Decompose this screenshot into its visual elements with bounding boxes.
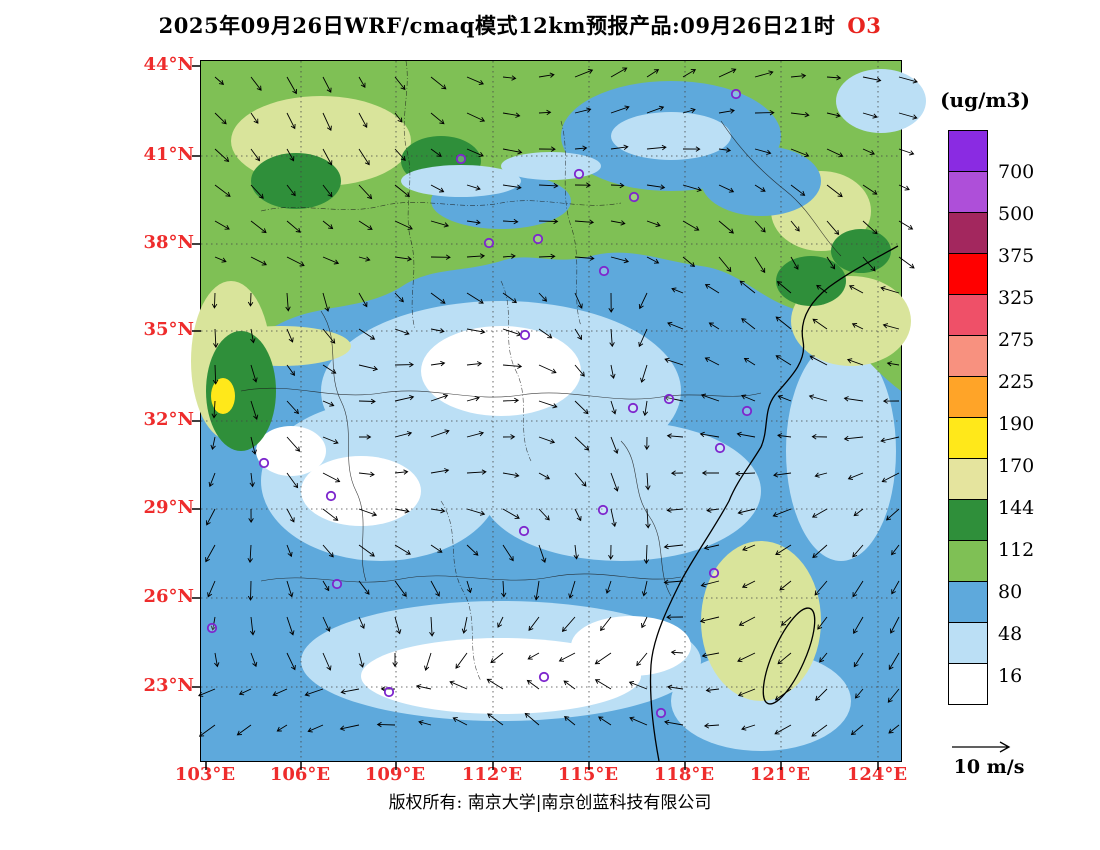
lon-label-106e: 106°E [269,764,331,785]
lat-label-41n: 41°N [143,144,194,165]
city-marker [708,567,720,579]
colorbar-segment [948,581,988,623]
lat-label-29n: 29°N [143,497,194,518]
lon-label-103e: 103°E [174,764,236,785]
lon-label-109e: 109°E [364,764,426,785]
city-marker [538,671,550,683]
concentration-map [191,60,926,770]
colorbar-segment [948,335,988,377]
colorbar-tick-label: 16 [998,665,1023,687]
taiwan-island [762,607,816,705]
colorbar-tick-label: 325 [998,287,1035,309]
colorbar-segment [948,499,988,541]
colorbar-segment [948,458,988,500]
coastline [649,245,899,762]
wind-reference-label: 10 m/s [953,756,1025,778]
city-marker [483,237,495,249]
colorbar-tick-label: 144 [998,497,1035,519]
lat-label-35n: 35°N [143,319,194,340]
city-marker [519,329,531,341]
colorbar-tick-label: 500 [998,203,1035,225]
lon-label-118e: 118°E [653,764,715,785]
city-marker [325,490,337,502]
colorbar-segment [948,294,988,336]
colorbar-tick-label: 225 [998,371,1035,393]
lon-label-124e: 124°E [846,764,908,785]
colorbar-tick-label: 375 [998,245,1035,267]
province-borders [240,60,842,682]
lat-label-23n: 23°N [143,675,194,696]
copyright-text: 版权所有: 南京大学|南京创蓝科技有限公司 [388,793,712,813]
lon-label-115e: 115°E [557,764,619,785]
city-markers [206,88,753,719]
city-marker [628,191,640,203]
colorbar-tick-label: 112 [998,539,1035,561]
colorbar-tick-label: 275 [998,329,1035,351]
page-title: 2025年09月26日WRF/cmaq模式12km预报产品:09月26日21时 O… [90,10,950,40]
colorbar-labels: 700 500 375 325 275 225 190 170 144 112 80 48 16 [998,130,1068,718]
title-text: 2025年09月26日WRF/cmaq模式12km预报产品:09月26日21时 [158,13,836,38]
colorbar-segment [948,212,988,254]
lon-label-121e: 121°E [749,764,811,785]
city-marker [655,707,667,719]
colorbar-tick-label: 80 [998,581,1023,603]
city-marker [573,168,585,180]
city-marker [663,393,675,405]
lat-label-32n: 32°N [143,409,194,430]
city-marker [383,686,395,698]
colorbar-tick-label: 190 [998,413,1035,435]
city-marker [518,525,530,537]
colorbar-segment [948,253,988,295]
colorbar-segment [948,622,988,664]
colorbar-segment [948,130,988,172]
colorbar [948,130,988,705]
city-marker [714,442,726,454]
region-fills [191,61,926,761]
colorbar-tick-label: 700 [998,161,1035,183]
city-marker [206,622,218,634]
lon-label-112e: 112°E [461,764,523,785]
colorbar-segment [948,171,988,213]
high-ozone-spot [211,378,235,414]
graticule [201,61,901,761]
city-marker [598,265,610,277]
lat-label-44n: 44°N [143,54,194,75]
city-marker [597,504,609,516]
colorbar-tick-label: 48 [998,623,1023,645]
axis-ticks [192,65,879,770]
colorbar-segment [948,417,988,459]
colorbar-segment [948,663,988,705]
city-marker [730,88,742,100]
city-marker [741,405,753,417]
colorbar-segment [948,540,988,582]
wind-arrows [197,67,918,737]
city-marker [455,153,467,165]
lat-label-38n: 38°N [143,232,194,253]
colorbar-unit: (ug/m3) [940,88,1030,112]
city-marker [532,233,544,245]
colorbar-tick-label: 170 [998,455,1035,477]
lat-label-26n: 26°N [143,586,194,607]
city-marker [331,578,343,590]
colorbar-segment [948,376,988,418]
city-marker [627,402,639,414]
species-label: O3 [847,13,882,38]
wind-reference-arrow [952,741,1011,753]
city-marker [258,457,270,469]
map-panel [191,60,926,770]
